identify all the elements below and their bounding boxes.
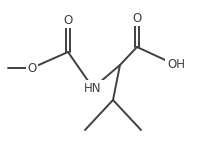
Text: O: O bbox=[27, 61, 36, 75]
Text: O: O bbox=[132, 12, 141, 24]
Text: O: O bbox=[63, 14, 72, 27]
Text: OH: OH bbox=[166, 58, 184, 72]
Text: HN: HN bbox=[84, 81, 101, 94]
